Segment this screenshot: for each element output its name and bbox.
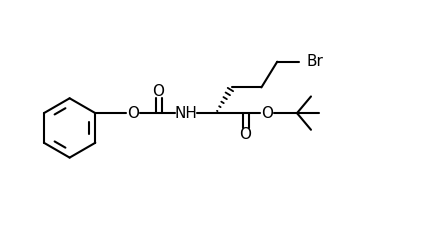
- Text: Br: Br: [307, 54, 324, 69]
- Text: O: O: [261, 106, 273, 121]
- Text: O: O: [153, 84, 165, 99]
- Text: NH: NH: [175, 106, 197, 121]
- Text: O: O: [127, 106, 139, 121]
- Text: O: O: [240, 127, 252, 142]
